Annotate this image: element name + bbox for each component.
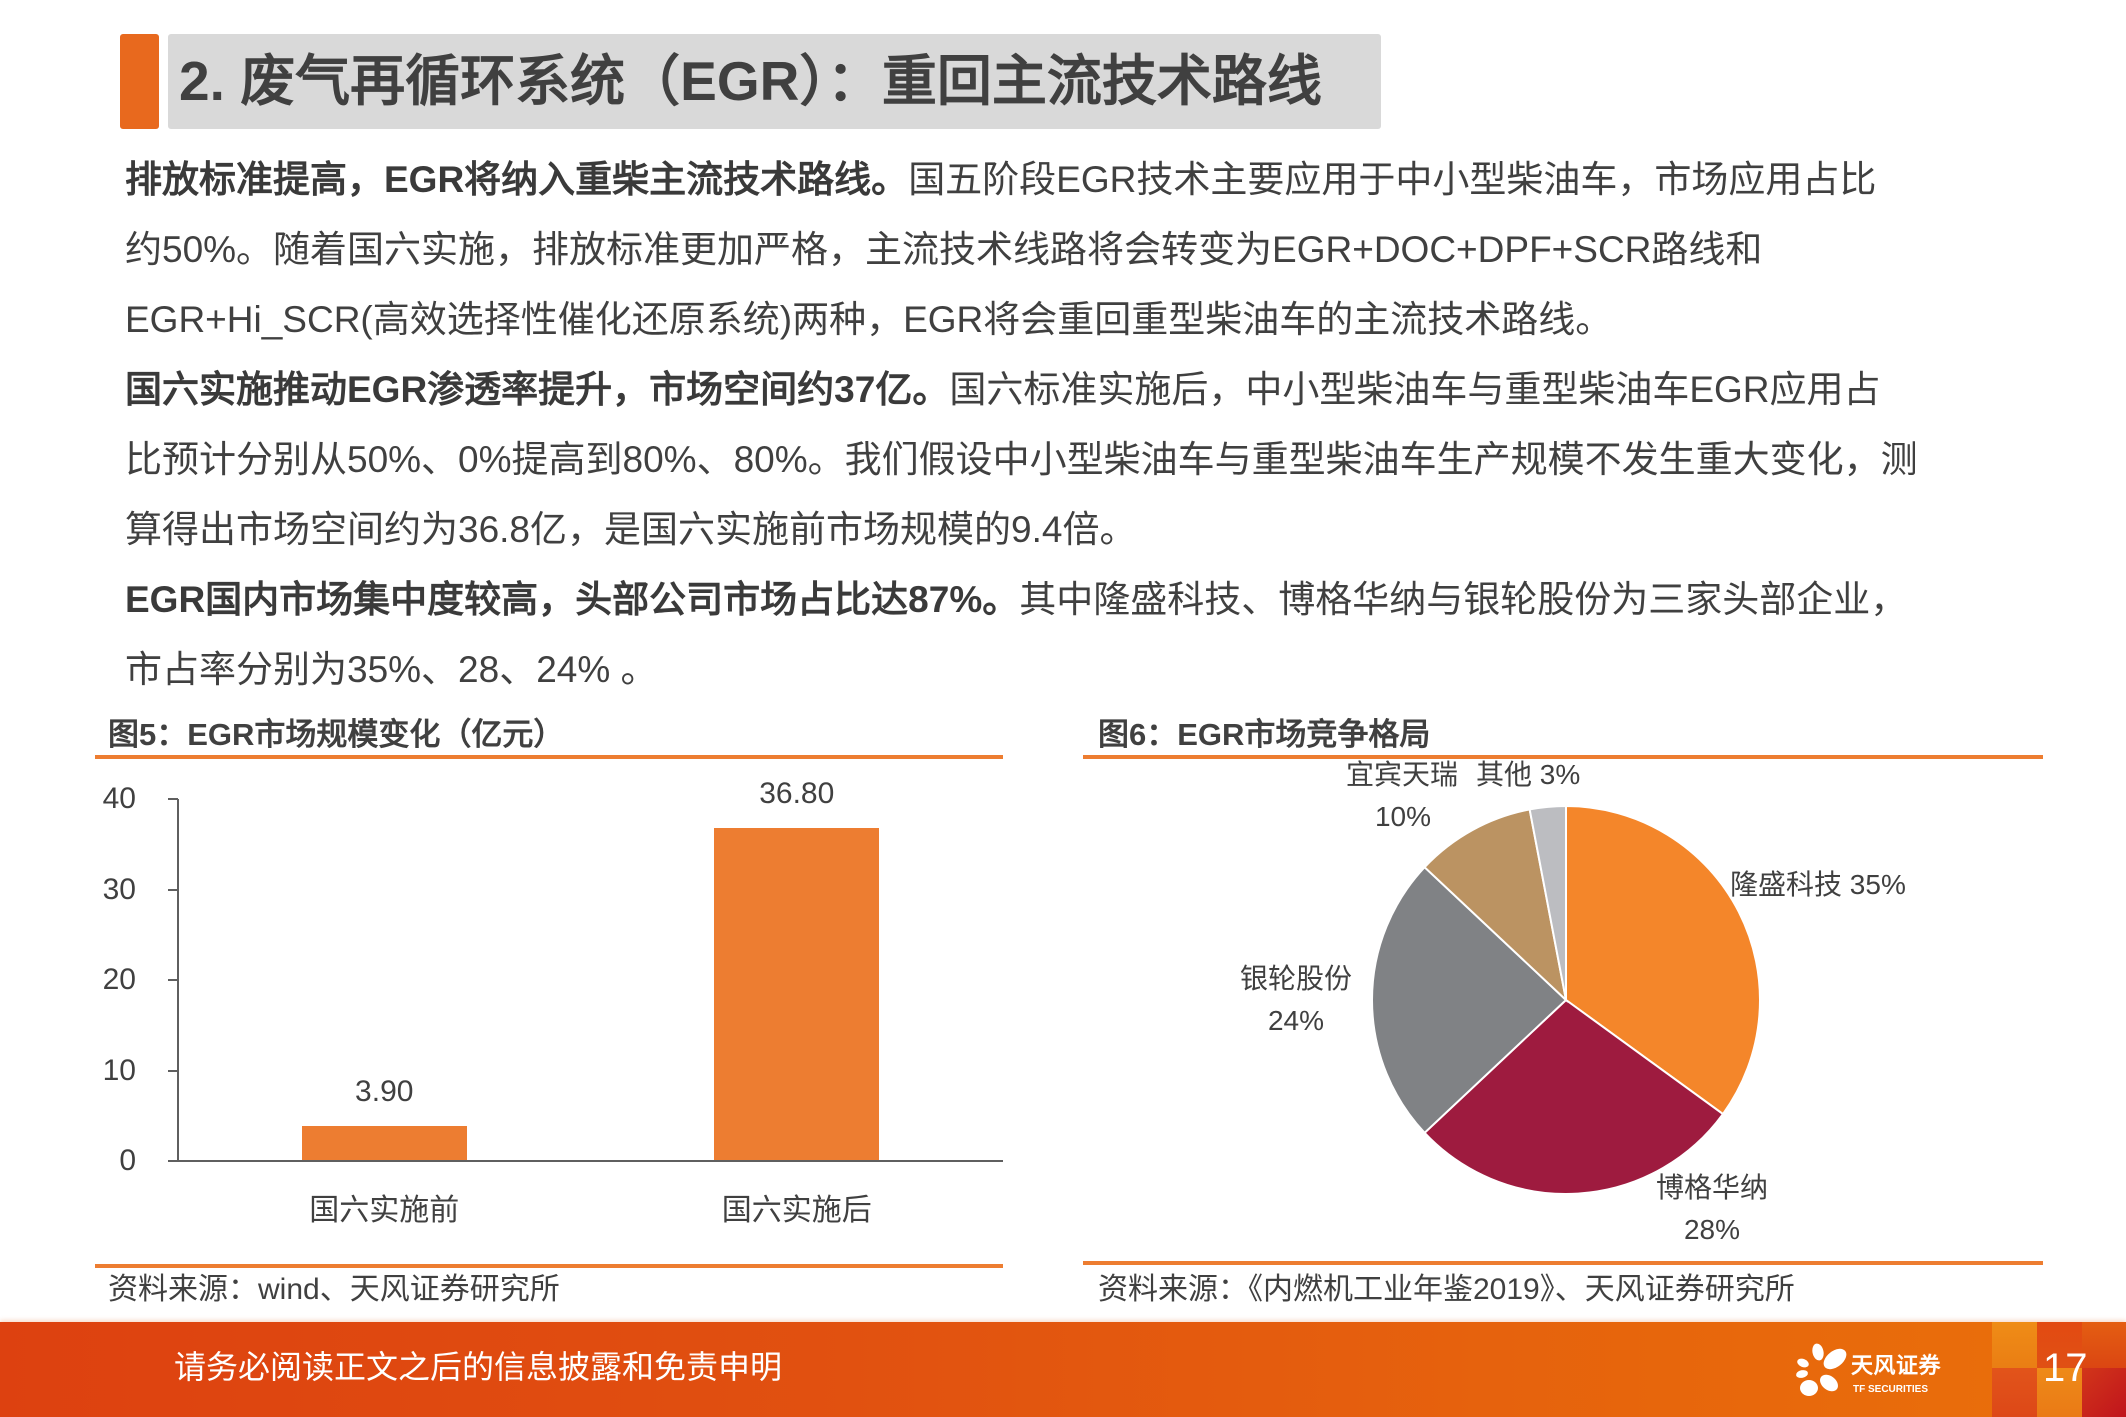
text-line: EGR国内市场集中度较高，头部公司市场占比达87%。其中隆盛科技、博格华纳与银轮… bbox=[125, 565, 1985, 635]
pie-label-value: 35% bbox=[1849, 869, 1906, 900]
pie-slice bbox=[1565, 805, 1761, 1116]
paragraph-market-size: 国六实施推动EGR渗透率提升，市场空间约37亿。国六标准实施后，中小型柴油车与重… bbox=[125, 355, 1985, 565]
figure6-bottom-rule bbox=[1083, 1261, 2043, 1265]
text-line: 约50%。随着国六实施，排放标准更加严格，主流技术线路将会转变为EGR+DOC+… bbox=[125, 215, 1985, 285]
bar bbox=[301, 1125, 467, 1161]
footer-mosaic-tile bbox=[1992, 1322, 2037, 1368]
y-tick-label: 20 bbox=[102, 963, 136, 996]
figure5-title: 图5：EGR市场规模变化（亿元） bbox=[108, 717, 565, 752]
body-text: 排放标准提高，EGR将纳入重柴主流技术路线。国五阶段EGR技术主要应用于中小型柴… bbox=[125, 145, 1985, 705]
footer-mosaic-tile bbox=[1992, 1368, 2037, 1417]
logo-text-en: TF SECURITIES bbox=[1853, 1384, 1929, 1395]
tf-securities-flower-logo-icon bbox=[1796, 1343, 1847, 1396]
title-background bbox=[168, 34, 1381, 129]
pie-label-longsheng: 隆盛科技 35% bbox=[1730, 866, 1906, 904]
paragraph-text: EGR+Hi_SCR(高效选择性催化还原系统)两种，EGR将会重回重型柴油车的主… bbox=[125, 299, 1613, 340]
text-line: 比预计分别从50%、0%提高到80%、80%。我们假设中小型柴油车与重型柴油车生… bbox=[125, 425, 1985, 495]
figure6-top-rule bbox=[1083, 755, 2043, 759]
footer-mosaic-tile bbox=[2082, 1368, 2126, 1417]
x-category-label: 国六实施前 bbox=[309, 1194, 460, 1227]
pie-label-name: 其他 bbox=[1476, 759, 1533, 790]
text-line: 算得出市场空间约为36.8亿，是国六实施前市场规模的9.4倍。 bbox=[125, 495, 1985, 565]
footer-mosaic-tile bbox=[2082, 1322, 2126, 1368]
y-tick-mark bbox=[168, 1069, 178, 1072]
bar bbox=[714, 827, 880, 1161]
pie-chart bbox=[1371, 805, 1761, 1195]
pie-label-name: 宜宾天瑞 bbox=[1345, 759, 1458, 790]
text-line: EGR+Hi_SCR(高效选择性催化还原系统)两种，EGR将会重回重型柴油车的主… bbox=[125, 285, 1985, 355]
y-tick-label: 10 bbox=[102, 1053, 136, 1087]
pie-label-value: 3% bbox=[1539, 759, 1581, 790]
pie-label-name: 博格华纳 bbox=[1655, 1172, 1768, 1203]
figure5-top-rule bbox=[95, 755, 1003, 759]
pie-label-value: 28% bbox=[1683, 1214, 1741, 1245]
y-tick-mark bbox=[168, 888, 178, 891]
logo-text-cn: 天风证券 bbox=[1851, 1353, 1942, 1378]
pie-slice bbox=[1371, 865, 1568, 1135]
paragraph-market-concentration: EGR国内市场集中度较高，头部公司市场占比达87%。其中隆盛科技、博格华纳与银轮… bbox=[125, 565, 1985, 705]
text-line: 国六实施推动EGR渗透率提升，市场空间约37亿。国六标准实施后，中小型柴油车与重… bbox=[125, 355, 1985, 425]
y-tick-label: 40 bbox=[102, 782, 136, 815]
paragraph-text: 约50%。随着国六实施，排放标准更加严格，主流技术线路将会转变为EGR+DOC+… bbox=[125, 229, 1763, 270]
footer-disclaimer: 请务必阅读正文之后的信息披露和免责申明 bbox=[174, 1349, 783, 1385]
pie-label-value: 24% bbox=[1267, 1005, 1325, 1036]
pie-label-name: 隆盛科技 bbox=[1730, 869, 1843, 900]
y-tick: 10 bbox=[80, 1051, 178, 1091]
pie-label-name: 银轮股份 bbox=[1239, 963, 1352, 994]
bar-group: 3.90 国六实施前 bbox=[178, 799, 591, 1227]
y-tick-label: 30 bbox=[102, 872, 136, 906]
paragraph-lead: 排放标准提高，EGR将纳入重柴主流技术路线。 bbox=[125, 159, 909, 200]
footer-mosaic-tile bbox=[2037, 1368, 2082, 1417]
bar-plot-area: 3.90 国六实施前 36.80 国六实施后 bbox=[178, 777, 1004, 1227]
y-tick-mark bbox=[168, 798, 178, 800]
text-line: 排放标准提高，EGR将纳入重柴主流技术路线。国五阶段EGR技术主要应用于中小型柴… bbox=[125, 145, 1985, 215]
bar-value-label: 36.80 bbox=[759, 776, 835, 810]
y-axis-line bbox=[177, 799, 179, 1162]
paragraph-text: 其中隆盛科技、博格华纳与银轮股份为三家头部企业， bbox=[1019, 579, 1908, 620]
figure5-source: 资料来源：wind、天风证券研究所 bbox=[108, 1273, 560, 1306]
pie-slice bbox=[1528, 805, 1567, 1001]
footer-mosaic-tile bbox=[2037, 1322, 2082, 1368]
paragraph-text: 国五阶段EGR技术主要应用于中小型柴油车，市场应用占比 bbox=[908, 159, 1877, 200]
bar-group: 36.80 国六实施后 bbox=[591, 777, 1004, 1227]
figure6-title: 图6：EGR市场竞争格局 bbox=[1098, 717, 1431, 752]
pie-slice bbox=[1423, 998, 1725, 1195]
y-tick: 0 bbox=[80, 1141, 178, 1181]
y-tick-mark bbox=[168, 979, 178, 981]
title-accent-bar bbox=[120, 34, 159, 129]
pie-label-other: 其他 3% bbox=[1476, 756, 1580, 794]
pie-label-value: 10% bbox=[1374, 801, 1432, 832]
x-axis-line bbox=[168, 1160, 1003, 1162]
page-title: 2. 废气再循环系统（EGR）：重回主流技术路线 bbox=[179, 50, 1322, 112]
bar-value-label: 3.90 bbox=[355, 1074, 414, 1108]
text-line: 市占率分别为35%、28、24% 。 bbox=[125, 635, 1985, 705]
paragraph-text: 市占率分别为35%、28、24% 。 bbox=[125, 649, 658, 690]
paragraph-lead: EGR国内市场集中度较高，头部公司市场占比达87%。 bbox=[125, 579, 1020, 620]
paragraph-text: 国六标准实施后，中小型柴油车与重型柴油车EGR应用占 bbox=[949, 369, 1881, 410]
y-tick-label: 0 bbox=[119, 1144, 136, 1177]
pie-slice bbox=[1423, 808, 1568, 1003]
x-category-label: 国六实施后 bbox=[721, 1194, 872, 1227]
paragraph-text: 比预计分别从50%、0%提高到80%、80%。我们假设中小型柴油车与重型柴油车生… bbox=[125, 439, 1918, 480]
y-tick: 20 bbox=[80, 960, 178, 1000]
footer-bar bbox=[0, 1322, 2126, 1417]
figure5-bottom-rule bbox=[95, 1264, 1003, 1268]
paragraph-text: 算得出市场空间约为36.8亿，是国六实施前市场规模的9.4倍。 bbox=[125, 509, 1137, 550]
y-tick: 40 bbox=[80, 779, 178, 819]
paragraph-emission-standard: 排放标准提高，EGR将纳入重柴主流技术路线。国五阶段EGR技术主要应用于中小型柴… bbox=[125, 145, 1985, 355]
y-tick: 30 bbox=[80, 870, 178, 910]
paragraph-lead: 国六实施推动EGR渗透率提升，市场空间约37亿。 bbox=[125, 369, 950, 410]
figure6-source: 资料来源：《内燃机工业年鉴2019》、天风证券研究所 bbox=[1098, 1273, 1795, 1306]
page-number: 17 bbox=[2043, 1346, 2088, 1390]
